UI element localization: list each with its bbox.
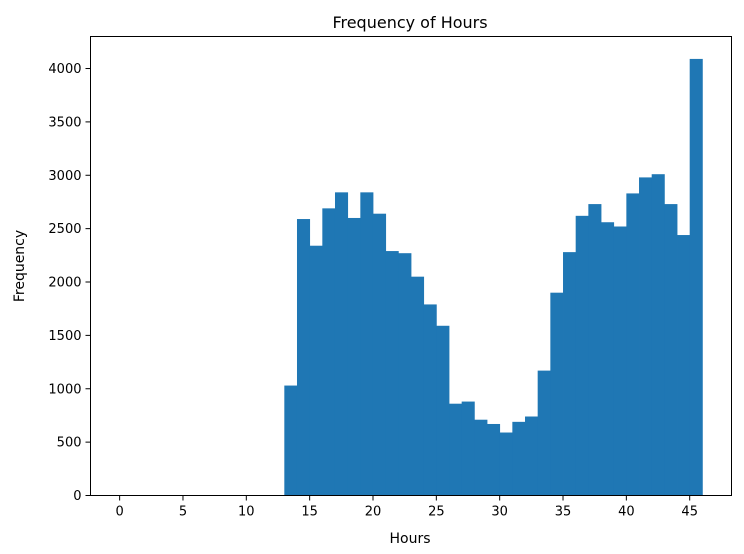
histogram-bar: [588, 204, 602, 496]
histogram-bar: [360, 192, 374, 496]
histogram-bar: [639, 177, 653, 496]
x-tick-label: 45: [681, 505, 698, 520]
histogram-bar: [436, 325, 450, 496]
histogram-bar: [309, 245, 323, 496]
y-axis-label: Frequency: [12, 230, 28, 302]
histogram-bar: [512, 421, 526, 496]
histogram-bar: [613, 226, 627, 496]
chart-title: Frequency of Hours: [332, 13, 487, 32]
x-tick-label: 10: [238, 505, 255, 520]
y-tick-label: 2000: [48, 276, 81, 291]
histogram-bar: [537, 370, 551, 496]
y-axis-ticks: 0 500 1000 1500 2000 2500 3000 3500 4000: [48, 62, 91, 504]
histogram-bar: [284, 385, 298, 496]
histogram-bar: [677, 235, 691, 496]
histogram-bar: [423, 304, 437, 496]
histogram-bar: [372, 213, 387, 496]
plot-frame: [90, 36, 732, 496]
histogram-bar: [347, 217, 361, 496]
bars-group: [284, 58, 703, 496]
y-tick-label: 4000: [48, 62, 81, 77]
x-tick-label: 15: [301, 505, 318, 520]
x-tick-label: 35: [555, 505, 572, 520]
histogram-bar: [296, 219, 311, 496]
histogram-bar: [334, 192, 349, 496]
histogram-bar: [525, 416, 539, 496]
histogram-bar: [563, 252, 577, 496]
histogram-bar: [398, 253, 412, 496]
histogram-bar: [499, 432, 513, 496]
x-axis-label: Hours: [389, 531, 430, 547]
histogram-bar: [575, 215, 589, 496]
x-tick-label: 40: [618, 505, 635, 520]
y-tick-label: 1500: [48, 329, 81, 344]
histogram-bar: [689, 58, 703, 496]
x-axis-ticks: 0 5 10 15 20 25 30 35 40 45: [115, 495, 698, 520]
histogram-bar: [601, 222, 615, 496]
y-tick-label: 3500: [48, 115, 81, 130]
y-tick-label: 0: [73, 489, 81, 504]
histogram-bar: [411, 276, 425, 496]
histogram-bar: [487, 423, 501, 496]
x-tick-label: 0: [115, 505, 123, 520]
histogram-bar: [626, 193, 640, 496]
y-tick-label: 1000: [48, 382, 81, 397]
x-tick-label: 25: [428, 505, 445, 520]
histogram-bar: [385, 251, 399, 496]
histogram-bar: [651, 174, 665, 496]
histogram-bar: [664, 204, 678, 496]
histogram-bar: [461, 401, 475, 496]
x-tick-label: 20: [365, 505, 382, 520]
histogram-bar: [474, 419, 488, 496]
y-tick-label: 2500: [48, 222, 81, 237]
y-tick-label: 3000: [48, 169, 81, 184]
x-tick-label: 5: [179, 505, 187, 520]
histogram-bar: [322, 208, 336, 496]
histogram-bar: [449, 403, 463, 496]
x-tick-label: 30: [491, 505, 508, 520]
y-tick-label: 500: [57, 436, 82, 451]
histogram-bar: [550, 292, 564, 496]
